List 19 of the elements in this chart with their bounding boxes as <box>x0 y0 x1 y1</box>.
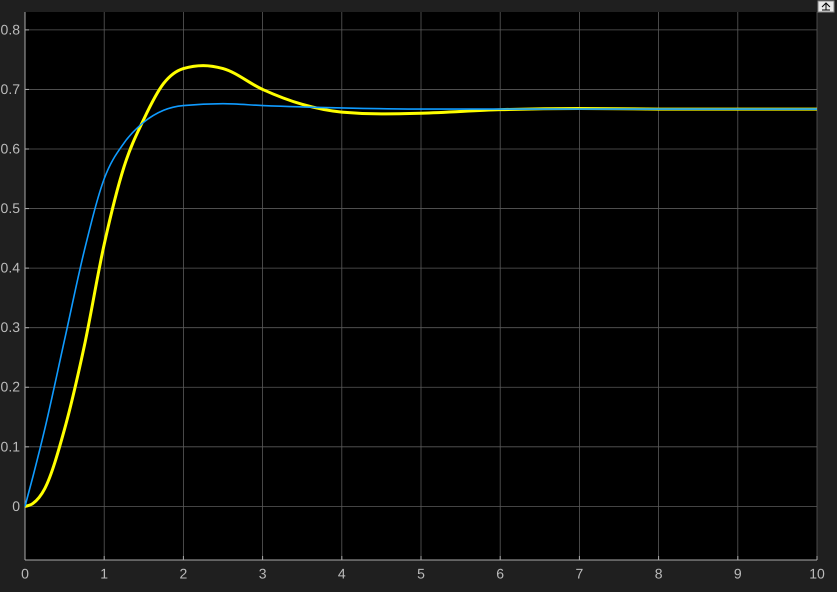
x-tick-label: 9 <box>734 565 742 582</box>
y-tick-label: 0.4 <box>0 260 20 276</box>
x-tick-label: 1 <box>100 565 108 582</box>
x-tick-label: 8 <box>654 565 663 582</box>
y-tick-label: 0.6 <box>0 140 20 156</box>
y-tick-label: 0 <box>12 498 20 514</box>
x-tick-label: 7 <box>576 565 584 582</box>
y-tick-label: 0.3 <box>0 319 20 336</box>
y-tick-label: 0.1 <box>0 438 20 454</box>
y-tick-label: 0.7 <box>0 80 20 97</box>
x-tick-label: 4 <box>338 565 346 582</box>
x-tick-label: 2 <box>180 565 188 582</box>
x-tick-label: 10 <box>809 565 825 582</box>
x-tick-label: 5 <box>417 565 426 582</box>
x-tick-label: 3 <box>258 565 267 582</box>
x-tick-label: 6 <box>496 565 504 582</box>
y-tick-label: 0.5 <box>0 200 20 216</box>
y-tick-label: 0.2 <box>0 378 20 395</box>
y-tick-label: 0.8 <box>0 21 20 38</box>
